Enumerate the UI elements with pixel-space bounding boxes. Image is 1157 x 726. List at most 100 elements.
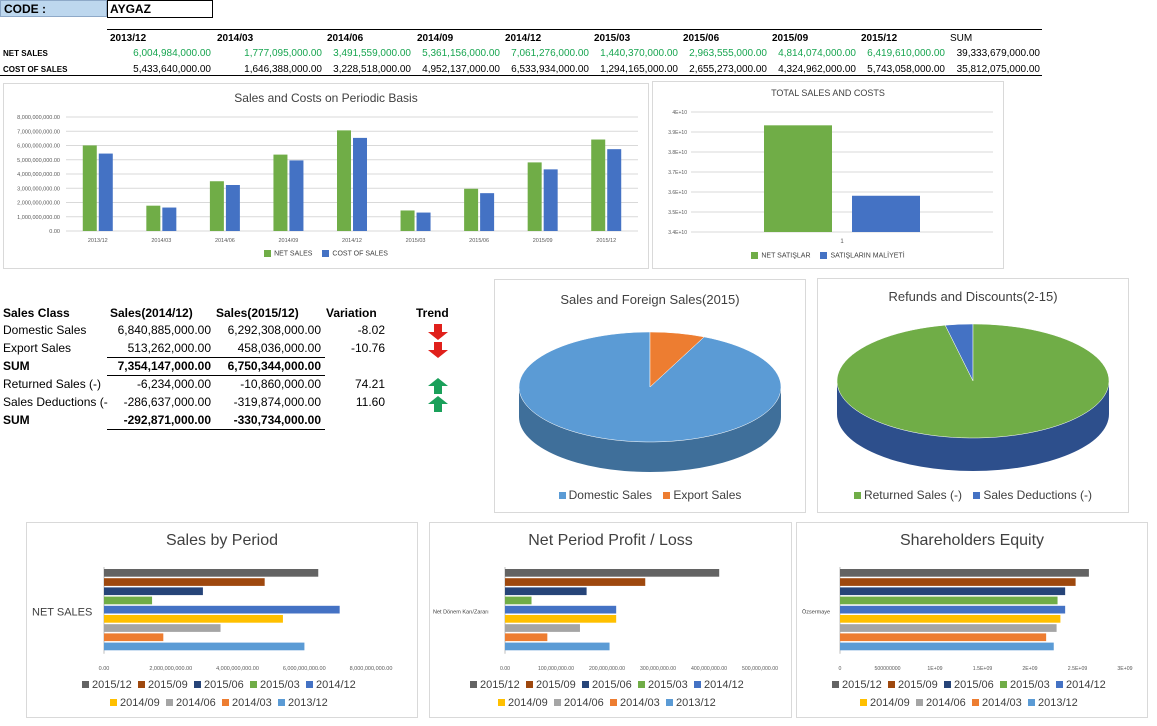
x-tick-label: 200,000,000.00 xyxy=(589,666,625,672)
bar xyxy=(505,633,548,642)
bar xyxy=(480,193,495,231)
bar xyxy=(840,587,1066,596)
pie-slice xyxy=(649,331,705,388)
legend-label: 2014/03 xyxy=(232,697,272,709)
sales-costs-chart-panel[interactable]: Sales and Costs on Periodic Basis 0.00 1,… xyxy=(3,83,649,269)
arrow-shape xyxy=(428,324,448,340)
period-header: 2014/03 xyxy=(217,33,254,44)
legend-label: 2015/06 xyxy=(592,679,632,691)
legend-label: 2013/12 xyxy=(288,697,328,709)
legend-swatch xyxy=(222,699,229,706)
bar xyxy=(225,184,240,231)
domestic-foreign-pie xyxy=(518,331,782,472)
bar xyxy=(104,596,153,605)
legend-item: Returned Sales (-) xyxy=(853,488,962,502)
category-label: NET SALES xyxy=(32,606,92,618)
total-sales-chart-panel[interactable]: TOTAL SALES AND COSTS 3.4E+10 3.5E+10 3.6E… xyxy=(652,81,1004,269)
bar xyxy=(400,210,415,231)
bar xyxy=(840,569,1089,577)
y-tick-label: 3.7E+10 xyxy=(668,170,687,176)
legend-swatch xyxy=(973,492,981,500)
legend-label: 2015/09 xyxy=(898,679,938,691)
legend-swatch xyxy=(888,681,895,688)
up-arrow-icon xyxy=(428,396,448,412)
y-tick-label: 0.00 xyxy=(49,229,60,235)
legend-swatch xyxy=(264,250,272,257)
row-label: Returned Sales (-) xyxy=(3,377,102,391)
category-label: Net Dönem Karı/Zararı xyxy=(433,609,489,615)
legend-swatch xyxy=(582,681,589,688)
bar xyxy=(82,145,97,231)
table-rule xyxy=(107,375,325,376)
x-tick-label: 0 xyxy=(839,666,842,672)
legend-item: COST OF SALES xyxy=(322,250,388,257)
code-value-cell[interactable]: AYGAZ xyxy=(107,0,213,18)
column-header: Sales(2015/12) xyxy=(216,306,299,320)
net-profit-panel[interactable]: Net Period Profit / Loss 0.00 100,000,000… xyxy=(429,522,792,718)
chart-title: Shareholders Equity xyxy=(899,532,1045,549)
x-tick-label: 2.5E+09 xyxy=(1068,666,1088,672)
bar xyxy=(273,154,288,231)
x-tick-label: 0.00 xyxy=(99,666,110,672)
bar xyxy=(505,605,617,614)
legend-swatch xyxy=(853,492,861,500)
bar xyxy=(104,624,221,632)
x-tick-label: 2015/09 xyxy=(533,238,553,244)
net-profit-chart: 0.00 100,000,000.00 200,000,000.00 300,000,… xyxy=(433,567,778,709)
domestic-foreign-pie-panel[interactable]: Sales and Foreign Sales(2015) Domestic S… xyxy=(494,279,806,513)
bar xyxy=(464,188,479,231)
chart-title: Net Period Profit / Loss xyxy=(528,532,693,549)
period-header: 2015/09 xyxy=(772,33,809,44)
legend-label: Sales Deductions (-) xyxy=(983,488,1093,502)
legend-swatch xyxy=(663,492,671,500)
y-tick-label: 3.9E+10 xyxy=(668,130,687,136)
chart-legend: Returned Sales (-) Sales Deductions (-) xyxy=(818,488,1128,502)
legend-swatch xyxy=(526,681,533,688)
shareholders-equity-panel[interactable]: Shareholders Equity 0 500000000 1E+09 1.5E+… xyxy=(796,522,1148,718)
value-cell: 6,750,344,000.00 xyxy=(227,359,321,373)
refunds-discounts-pie-panel[interactable]: Refunds and Discounts(2-15) Returned Sal… xyxy=(817,278,1129,513)
legend-label: 2014/09 xyxy=(870,697,910,709)
arrow-shape xyxy=(428,396,448,412)
x-tick-label: 3E+09 xyxy=(1117,666,1132,672)
code-value: AYGAZ xyxy=(110,2,151,16)
legend-label: 2014/12 xyxy=(704,679,744,691)
legend-swatch xyxy=(610,699,617,706)
legend-swatch xyxy=(322,250,330,257)
legend-label: 2014/06 xyxy=(926,697,966,709)
table-cell: 4,952,137,000.00 xyxy=(422,64,500,75)
chart-title: Sales by Period xyxy=(165,532,279,549)
bar xyxy=(840,596,1058,605)
total-sales-chart: 3.4E+10 3.5E+10 3.6E+10 3.7E+10 3.8E+10 3.9E+… xyxy=(668,110,993,245)
x-tick-label: 2014/03 xyxy=(151,238,171,244)
x-tick-label: 6,000,000,000.00 xyxy=(283,666,326,672)
period-header: 2015/06 xyxy=(683,33,720,44)
table-cell: 3,228,518,000.00 xyxy=(333,64,411,75)
x-tick-label: 100,000,000.00 xyxy=(538,666,574,672)
legend-label: NET SALES xyxy=(274,250,313,258)
bar xyxy=(607,149,622,231)
sales-by-period-panel[interactable]: Sales by Period 0.00 2,000,000,000.00 4,00… xyxy=(26,522,418,718)
value-cell: 458,036,000.00 xyxy=(237,341,321,355)
legend-swatch xyxy=(250,681,257,688)
bar xyxy=(162,207,177,231)
legend-swatch xyxy=(751,252,759,259)
bar xyxy=(146,205,161,231)
column-header: Sales Class xyxy=(3,306,70,320)
x-tick-label: 2015/06 xyxy=(469,238,489,244)
table-cell: 1,646,388,000.00 xyxy=(244,64,322,75)
bar xyxy=(527,162,542,231)
x-tick-label: 1.5E+09 xyxy=(973,666,993,672)
period-header: 2014/09 xyxy=(417,33,454,44)
row-label: Domestic Sales xyxy=(3,323,87,337)
legend-item: Export Sales xyxy=(663,488,741,502)
legend-item: NET SALES xyxy=(264,250,312,257)
legend-swatch xyxy=(916,699,923,706)
row-label: COST OF SALES xyxy=(3,65,68,74)
y-tick-label: 7,000,000,000.00 xyxy=(17,129,60,135)
bar xyxy=(852,195,920,232)
chart-title: Refunds and Discounts(2-15) xyxy=(888,289,1058,304)
bar xyxy=(209,181,224,231)
arrow-shape xyxy=(428,378,448,394)
value-cell: 513,262,000.00 xyxy=(127,341,211,355)
